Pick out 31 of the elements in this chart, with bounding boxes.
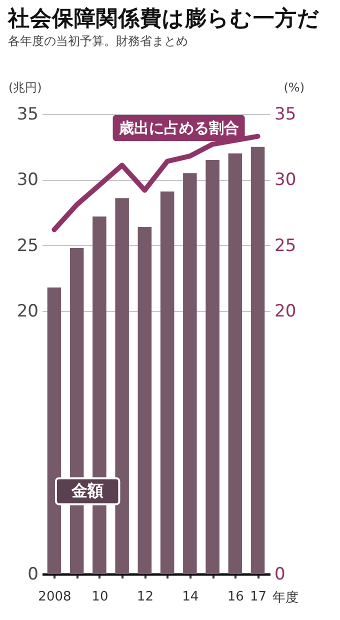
x-tick-label: 16 [227, 590, 244, 604]
series-label: 歳出に占める割合 [118, 119, 239, 137]
x-tick-label: 14 [182, 590, 199, 604]
bar [160, 192, 174, 574]
bar [47, 287, 62, 574]
y-tick-label: 20 [16, 302, 38, 322]
x-tick-label: 2008 [38, 590, 72, 604]
chart-subtitle: 各年度の当初予算。財務省まとめ [8, 34, 188, 48]
y2-tick-label: 25 [274, 236, 296, 256]
bar [250, 146, 265, 574]
y2-tick-label: 20 [274, 302, 296, 322]
chart-title: 社会保障関係費は膨らむ一方だ [7, 6, 320, 32]
y2-axis-title: (%) [284, 80, 304, 94]
bar [183, 173, 197, 574]
bar [228, 153, 242, 574]
bar [206, 160, 220, 574]
x-tick-label: 12 [136, 590, 154, 604]
y-tick-label: 35 [16, 104, 38, 124]
y-axis-title: (兆円) [8, 80, 42, 94]
y2-tick-label: 35 [274, 104, 296, 124]
y-tick-label: 0 [28, 564, 38, 584]
bar [115, 198, 129, 574]
x-axis-title: 年度 [272, 590, 298, 606]
series-label: 金額 [70, 481, 104, 500]
x-tick-label: 17 [250, 590, 267, 604]
x-tick-label: 10 [92, 590, 108, 604]
y-tick-label: 25 [16, 236, 38, 256]
y-tick-label: 30 [16, 170, 38, 190]
y2-tick-label: 0 [274, 564, 286, 584]
bar [138, 227, 152, 574]
y2-tick-label: 30 [274, 170, 296, 190]
